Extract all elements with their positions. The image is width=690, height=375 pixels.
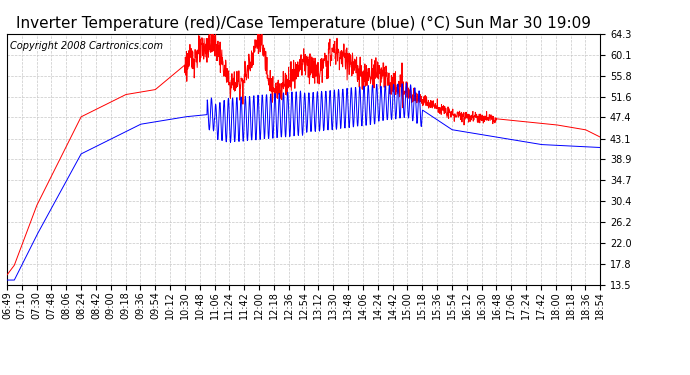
Title: Inverter Temperature (red)/Case Temperature (blue) (°C) Sun Mar 30 19:09: Inverter Temperature (red)/Case Temperat… — [16, 16, 591, 31]
Text: Copyright 2008 Cartronics.com: Copyright 2008 Cartronics.com — [10, 41, 163, 51]
